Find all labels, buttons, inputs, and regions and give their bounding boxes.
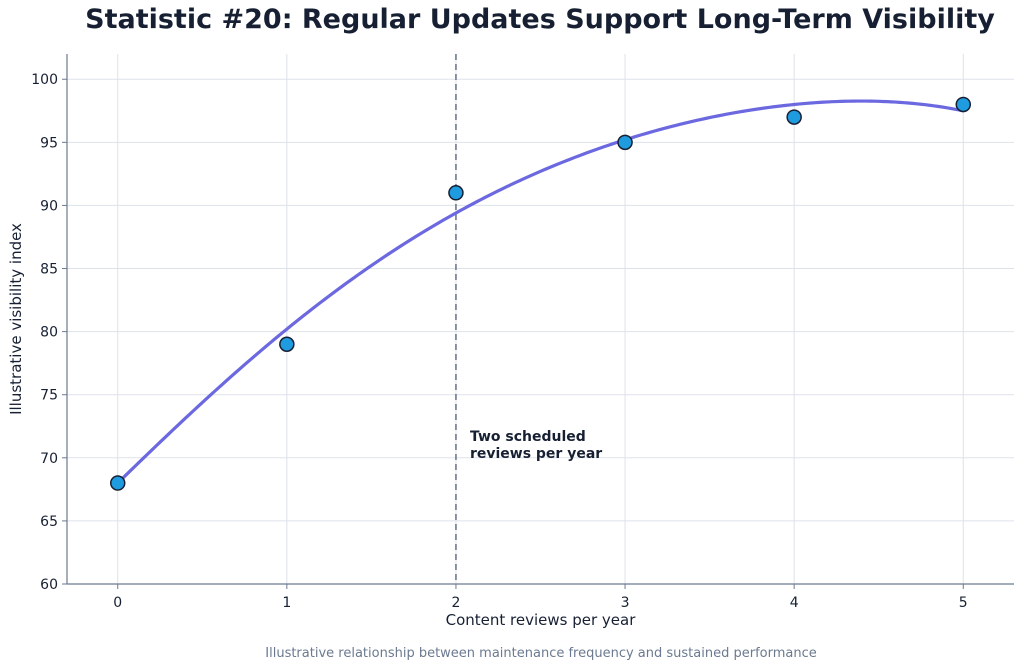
- trend-line-group: [116, 99, 965, 485]
- data-point: [955, 96, 972, 113]
- chart-title: Statistic #20: Regular Updates Support L…: [85, 4, 995, 35]
- data-point: [279, 336, 295, 352]
- x-tick-label: 2: [451, 595, 460, 611]
- y-tick-label: 75: [40, 388, 58, 404]
- data-point: [448, 185, 464, 201]
- x-axis-title: Content reviews per year: [446, 611, 637, 629]
- x-tick-label: 3: [621, 595, 630, 611]
- x-tick-label: 0: [113, 595, 122, 611]
- y-tick-label: 90: [40, 198, 58, 214]
- grid-lines: [67, 54, 1014, 584]
- trend-line: [116, 99, 965, 485]
- reference-annotation-line: reviews per year: [470, 446, 602, 462]
- data-point: [109, 475, 126, 491]
- y-tick-label: 70: [40, 451, 58, 467]
- y-axis-title: Illustrative visibility index: [7, 223, 25, 415]
- x-tick-label: 5: [959, 595, 968, 611]
- reference-line-group: Two scheduled reviews per year: [455, 54, 602, 584]
- axes: [62, 54, 1014, 589]
- x-tick-label: 1: [282, 595, 291, 611]
- data-point: [617, 134, 633, 151]
- y-tick-label: 80: [40, 325, 58, 341]
- data-point: [786, 109, 802, 125]
- y-tick-label: 85: [40, 262, 58, 278]
- y-tick-label: 100: [31, 72, 58, 88]
- reference-annotation-line: Two scheduled: [470, 429, 586, 445]
- y-tick-label: 65: [40, 514, 58, 530]
- y-tick-label: 60: [40, 577, 58, 593]
- tick-labels: 60 65 70 75 80 85 90 95 100 0 1 2 3 4 5 Content reviews…: [7, 72, 968, 629]
- x-tick-label: 4: [790, 595, 799, 611]
- chart-caption: Illustrative relationship between mainte…: [265, 646, 817, 661]
- reference-annotation: Two scheduled reviews per year: [470, 429, 602, 462]
- y-tick-label: 95: [40, 135, 58, 151]
- data-points: [109, 96, 972, 491]
